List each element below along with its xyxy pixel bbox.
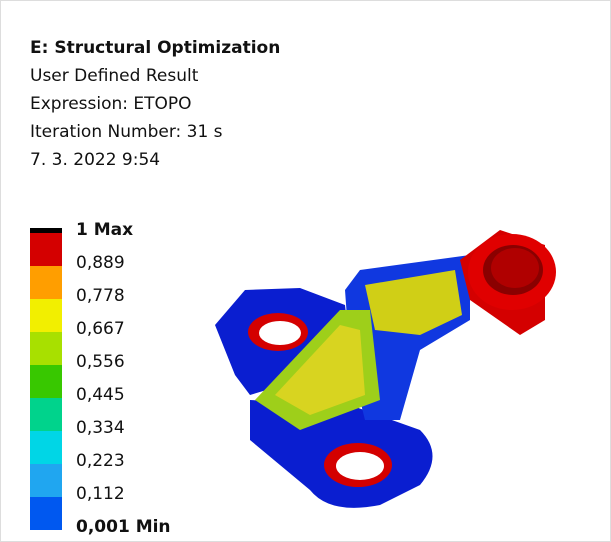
legend: 1 Max 0,889 0,778 0,667 0,556 0,445 0,334 0,223… xyxy=(30,220,171,537)
legend-swatch xyxy=(30,398,62,431)
legend-max-cap xyxy=(30,228,62,233)
legend-label: 0,667 xyxy=(76,319,125,339)
legend-swatch xyxy=(30,431,62,464)
legend-label: 0,778 xyxy=(76,286,125,306)
title: E: Structural Optimization xyxy=(30,38,280,58)
legend-swatch xyxy=(30,299,62,332)
legend-label: 0,556 xyxy=(76,352,125,372)
model xyxy=(215,230,556,508)
legend-label: 0,001 Min xyxy=(76,517,171,537)
legend-swatch xyxy=(30,464,62,497)
legend-label: 0,112 xyxy=(76,484,125,504)
legend-label: 0,889 xyxy=(76,253,125,273)
legend-swatch xyxy=(30,365,62,398)
legend-swatch xyxy=(30,332,62,365)
info-line: Expression: ETOPO xyxy=(30,94,192,114)
legend-label: 1 Max xyxy=(76,220,133,240)
legend-swatch xyxy=(30,266,62,299)
legend-swatch xyxy=(30,497,62,530)
legend-label: 0,223 xyxy=(76,451,125,471)
legend-swatch xyxy=(30,233,62,266)
info-line: 7. 3. 2022 9:54 xyxy=(30,150,160,170)
legend-label: 0,445 xyxy=(76,385,125,405)
legend-label: 0,334 xyxy=(76,418,125,438)
info-line: Iteration Number: 31 s xyxy=(30,122,223,142)
info-line: User Defined Result xyxy=(30,66,199,86)
